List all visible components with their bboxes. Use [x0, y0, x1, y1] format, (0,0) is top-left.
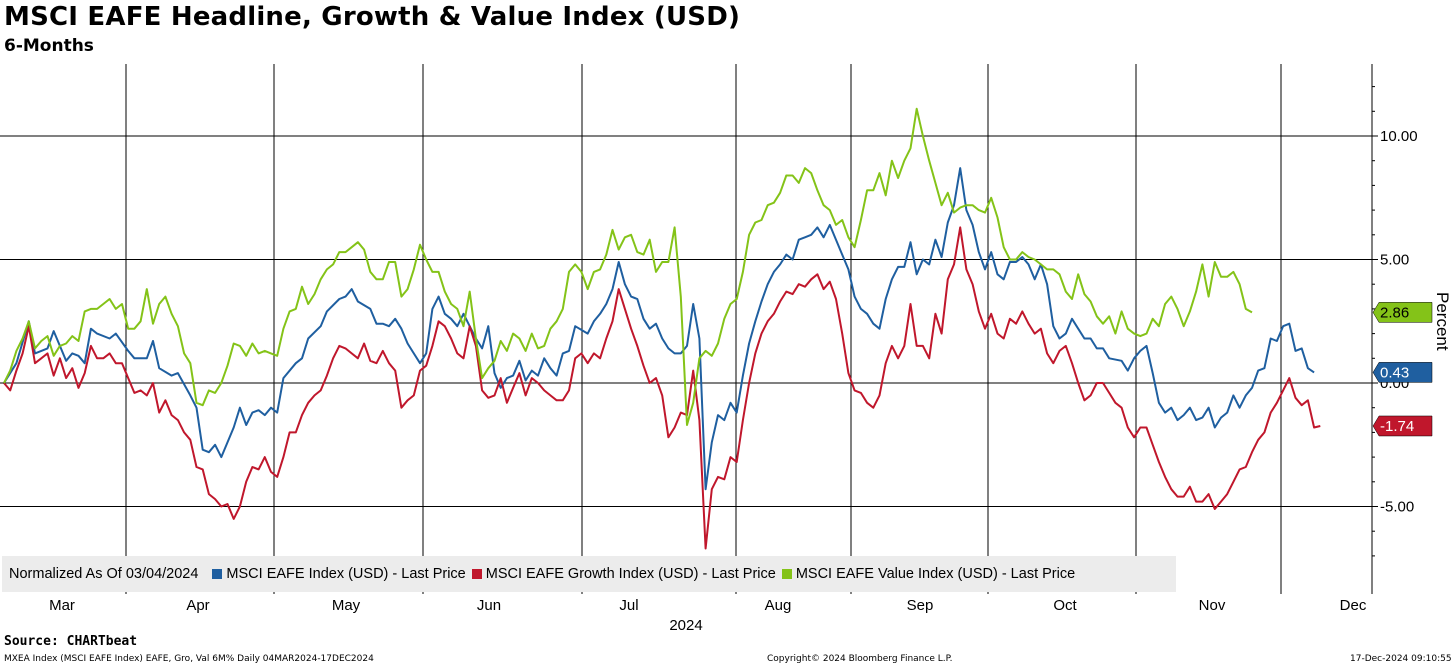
legend-label-growth: MSCI EAFE Growth Index (USD) - Last Pric… [485, 566, 776, 582]
series-line [3, 167, 1315, 491]
last-value-tag-shape [1372, 362, 1433, 383]
timestamp: 17-Dec-2024 09:10:55 [1350, 654, 1452, 664]
last-value-tag-shape [1372, 302, 1433, 323]
legend-swatch-growth [471, 569, 482, 579]
chart-legend: Normalized As Of 03/04/2024 MSCI EAFE In… [2, 556, 1176, 592]
series-line [3, 107, 1253, 426]
x-month-label: Jun [477, 597, 501, 614]
last-value-label: 2.86 [1380, 304, 1409, 321]
last-value-label: 0.43 [1380, 364, 1409, 381]
x-month-label: Jul [619, 597, 638, 614]
y-axis-title: Percent [1433, 292, 1452, 351]
y-tick-label: -5.00 [1380, 499, 1414, 516]
y-tick-label: 10.00 [1380, 128, 1418, 145]
last-value-tag-shape [1372, 415, 1433, 437]
legend-normalization-note: Normalized As Of 03/04/2024 [9, 566, 199, 582]
legend-swatch-eafe [212, 569, 223, 579]
last-value-label: -1.74 [1380, 418, 1414, 435]
ticker-info: MXEA Index (MSCI EAFE Index) EAFE, Gro, … [4, 654, 374, 664]
legend-item-eafe: MSCI EAFE Index (USD) - Last Price [212, 566, 466, 582]
x-month-label: Dec [1340, 597, 1367, 614]
last-value-tag: 0.43 [1372, 362, 1433, 383]
source-label: Source: CHARTbeat [4, 634, 138, 649]
x-month-label: Mar [49, 597, 75, 614]
copyright: Copyright© 2024 Bloomberg Finance L.P. [767, 654, 953, 664]
x-month-label: Nov [1199, 597, 1226, 614]
x-year-label: 2024 [669, 617, 702, 634]
legend-label-eafe: MSCI EAFE Index (USD) - Last Price [226, 566, 466, 582]
legend-item-growth: MSCI EAFE Growth Index (USD) - Last Pric… [471, 566, 776, 582]
x-month-label: May [332, 597, 361, 614]
chart-subtitle: 6-Months [4, 36, 94, 56]
x-month-label: Aug [765, 597, 792, 614]
series-line [3, 226, 1321, 550]
x-month-label: Apr [186, 597, 209, 614]
legend-item-value: MSCI EAFE Value Index (USD) - Last Price [781, 566, 1076, 582]
legend-label-value: MSCI EAFE Value Index (USD) - Last Price [795, 566, 1076, 582]
chart-title: MSCI EAFE Headline, Growth & Value Index… [4, 2, 741, 32]
x-month-label: Oct [1053, 597, 1077, 614]
last-value-tag: 2.86 [1372, 302, 1433, 323]
legend-swatch-value [781, 569, 792, 579]
x-month-label: Sep [907, 597, 934, 614]
last-value-tag: -1.74 [1372, 415, 1433, 437]
y-tick-label: 5.00 [1380, 252, 1409, 269]
